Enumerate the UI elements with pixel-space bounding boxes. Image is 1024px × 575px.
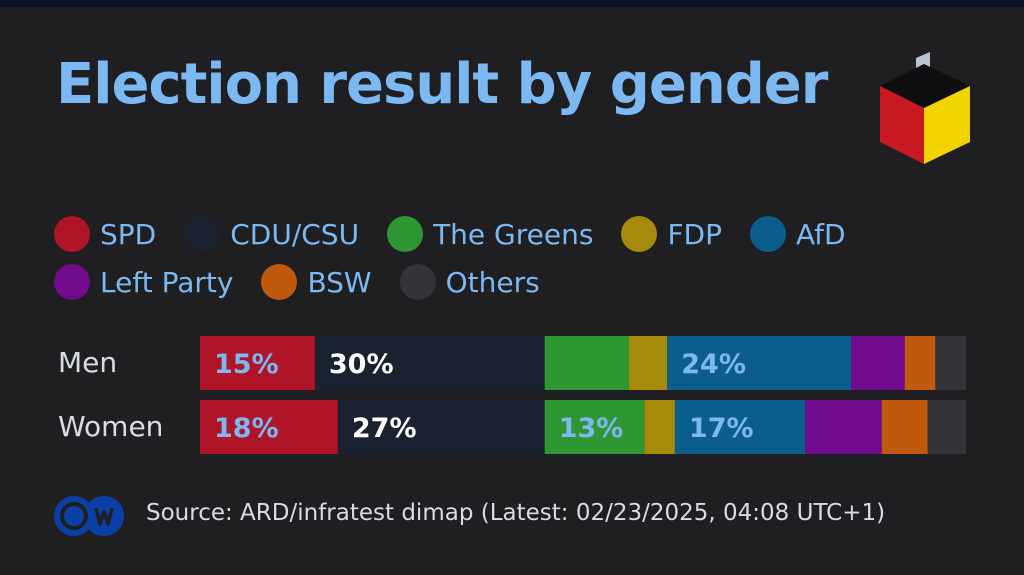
bar-women-the-greens <box>544 400 645 454</box>
data-label-men-cdu-csu: 30% <box>329 349 394 380</box>
legend-item-fdp: FDP <box>621 216 722 252</box>
legend-item-spd: SPD <box>54 216 156 252</box>
legend-swatch-bsw <box>261 264 298 300</box>
data-label-men-afd: 24% <box>681 349 746 380</box>
legend-swatch-cdu-csu <box>184 216 221 252</box>
legend-item-others: Others <box>399 264 540 300</box>
bar-men-spd <box>200 336 315 390</box>
data-label-women-spd: 18% <box>214 413 279 444</box>
data-label-women-afd: 17% <box>689 413 754 444</box>
source-note: Source: ARD/infratest dimap (Latest: 02/… <box>146 500 886 526</box>
bar-women-cdu-csu <box>337 400 545 454</box>
legend-label-cdu-csu: CDU/CSU <box>230 217 360 251</box>
bar-women-left-party <box>805 400 882 454</box>
legend-item-left-party: Left Party <box>54 264 233 300</box>
legend-item-afd: AfD <box>750 216 846 252</box>
category-label-men: Men <box>58 346 118 379</box>
legend-swatch-others <box>399 264 436 300</box>
dw-logo <box>54 496 124 536</box>
bar-men-fdp <box>628 336 668 390</box>
legend-item-greens: The Greens <box>387 216 593 252</box>
bar-men-afd <box>667 336 852 390</box>
legend-label-left-party: Left Party <box>100 265 234 299</box>
bar-men-left-party <box>851 336 905 390</box>
bar-women-others <box>927 400 966 454</box>
bar-men-the-greens <box>544 336 629 390</box>
data-label-men-spd: 15% <box>214 349 279 380</box>
legend-swatch-greens <box>387 216 424 252</box>
legend: SPD CDU/CSU The Greens FDP AfD Left Part… <box>54 210 994 306</box>
legend-swatch-fdp <box>621 216 658 252</box>
bar-men-bsw <box>904 336 936 390</box>
legend-row-2: Left Party BSW Others <box>54 258 994 306</box>
data-label-women-the-greens: 13% <box>559 413 624 444</box>
legend-label-spd: SPD <box>100 217 157 251</box>
bar-women-fdp <box>644 400 675 454</box>
ballot-box-icon <box>880 52 970 164</box>
chart-title: Election result by gender <box>56 52 828 117</box>
legend-item-cdu-csu: CDU/CSU <box>184 216 359 252</box>
bar-men-others <box>935 336 966 390</box>
legend-label-greens: The Greens <box>433 217 594 251</box>
legend-label-others: Others <box>445 265 540 299</box>
legend-item-bsw: BSW <box>261 264 372 300</box>
legend-row-1: SPD CDU/CSU The Greens FDP AfD <box>54 210 994 258</box>
legend-swatch-left-party <box>54 264 90 300</box>
legend-swatch-spd <box>54 216 90 252</box>
legend-label-bsw: BSW <box>307 265 372 299</box>
category-label-women: Women <box>58 410 164 443</box>
legend-label-afd: AfD <box>796 217 846 251</box>
data-label-women-cdu-csu: 27% <box>352 413 417 444</box>
bar-men-cdu-csu <box>314 336 545 390</box>
top-accent-bar <box>0 0 1024 7</box>
bar-women-spd <box>200 400 338 454</box>
legend-label-fdp: FDP <box>667 217 722 251</box>
bar-women-bsw <box>881 400 928 454</box>
bar-women-afd <box>674 400 806 454</box>
legend-swatch-afd <box>750 216 786 252</box>
